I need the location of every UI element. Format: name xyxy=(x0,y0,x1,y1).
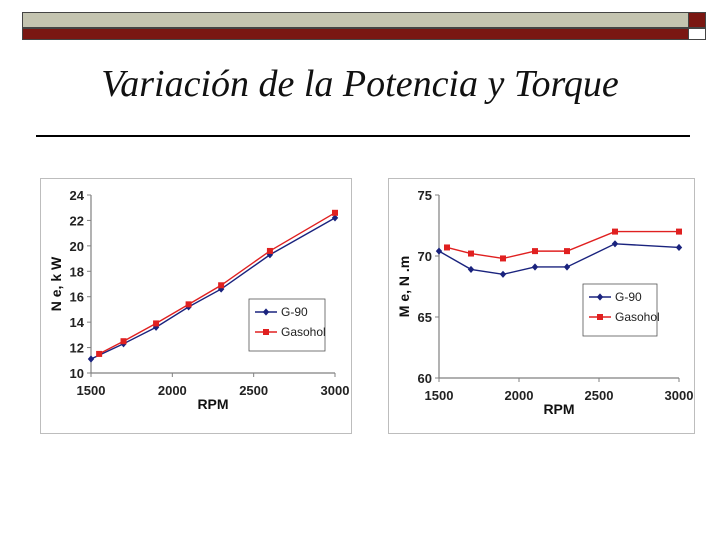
y-tick-label: 22 xyxy=(70,213,84,228)
x-tick-label: 2500 xyxy=(585,388,614,403)
data-point-gasohol xyxy=(120,338,127,345)
data-point-gasohol xyxy=(218,282,225,289)
data-point-g90 xyxy=(331,214,339,222)
legend-label: Gasohol xyxy=(615,310,660,324)
legend-label: Gasohol xyxy=(281,325,326,339)
y-tick-label: 10 xyxy=(70,366,84,381)
x-axis-title: RPM xyxy=(543,401,574,417)
power-chart: 10 12 14 16 18 20 22 24 1500 2000 2500 3000 RPM N e, … xyxy=(40,178,352,434)
data-point-gasohol xyxy=(332,209,338,216)
legend-marker-gasohol xyxy=(263,329,269,335)
x-tick-label: 2500 xyxy=(239,383,268,398)
data-point-gasohol xyxy=(532,248,538,255)
data-point-g90 xyxy=(675,243,683,252)
data-point-gasohol xyxy=(444,244,450,251)
data-point-gasohol xyxy=(185,301,192,308)
data-point-gasohol xyxy=(500,255,506,262)
data-point-g90 xyxy=(435,247,443,255)
title-underline xyxy=(36,135,690,137)
x-tick-label: 1500 xyxy=(425,388,454,403)
torque-chart-svg: 60 65 70 75 1500 2000 2500 3000 RPM M e, N .m G-90… xyxy=(396,188,694,417)
data-point-g90 xyxy=(152,323,160,331)
top-decorative-bar-dark xyxy=(22,28,690,40)
y-axis-title: N e, k W xyxy=(48,256,64,311)
legend-marker-g90 xyxy=(596,293,604,301)
legend-label: G-90 xyxy=(281,305,308,319)
slide-title: Variación de la Potencia y Torque xyxy=(101,63,619,105)
x-axis-title: RPM xyxy=(197,396,228,412)
data-point-g90 xyxy=(499,270,507,278)
data-point-g90 xyxy=(531,263,539,271)
data-point-gasohol xyxy=(612,228,618,235)
legend-marker-g90 xyxy=(262,308,270,316)
data-point-gasohol xyxy=(676,228,682,235)
data-point-gasohol xyxy=(564,248,570,255)
torque-chart: 60 65 70 75 1500 2000 2500 3000 RPM M e, N .m G-90… xyxy=(388,178,695,434)
legend-box xyxy=(248,298,326,352)
y-axis-title: M e, N .m xyxy=(396,256,412,317)
data-point-gasohol xyxy=(153,320,160,327)
y-tick-label: 24 xyxy=(70,188,85,203)
y-tick-label: 20 xyxy=(70,239,84,254)
x-tick-label: 3000 xyxy=(665,388,694,403)
legend-marker-gasohol xyxy=(597,314,603,320)
data-point-gasohol xyxy=(266,247,273,254)
y-tick-label: 14 xyxy=(70,315,85,330)
y-tick-label: 75 xyxy=(418,188,432,203)
data-point-g90 xyxy=(467,265,475,274)
data-point-g90 xyxy=(87,355,95,363)
y-tick-label: 60 xyxy=(418,371,432,386)
data-point-gasohol xyxy=(468,250,474,257)
data-point-g90 xyxy=(563,263,571,271)
corner-square-dark xyxy=(688,12,706,28)
y-tick-label: 16 xyxy=(70,290,84,305)
y-tick-label: 65 xyxy=(418,310,432,325)
x-tick-label: 2000 xyxy=(505,388,534,403)
data-point-g90 xyxy=(611,240,619,248)
x-tick-label: 1500 xyxy=(77,383,106,398)
data-point-gasohol xyxy=(96,350,103,357)
series-line-g90 xyxy=(438,243,680,276)
x-tick-label: 3000 xyxy=(321,383,350,398)
data-point-g90 xyxy=(217,285,225,293)
power-chart-svg: 10 12 14 16 18 20 22 24 1500 2000 2500 3000 RPM N e, … xyxy=(48,188,350,412)
top-decorative-bar xyxy=(22,12,690,28)
y-tick-label: 18 xyxy=(70,264,84,279)
y-tick-label: 12 xyxy=(70,341,84,356)
y-tick-label: 70 xyxy=(418,249,432,264)
legend-label: G-90 xyxy=(615,290,642,304)
corner-square-light xyxy=(688,28,706,40)
x-tick-label: 2000 xyxy=(158,383,187,398)
legend-box xyxy=(582,283,658,337)
